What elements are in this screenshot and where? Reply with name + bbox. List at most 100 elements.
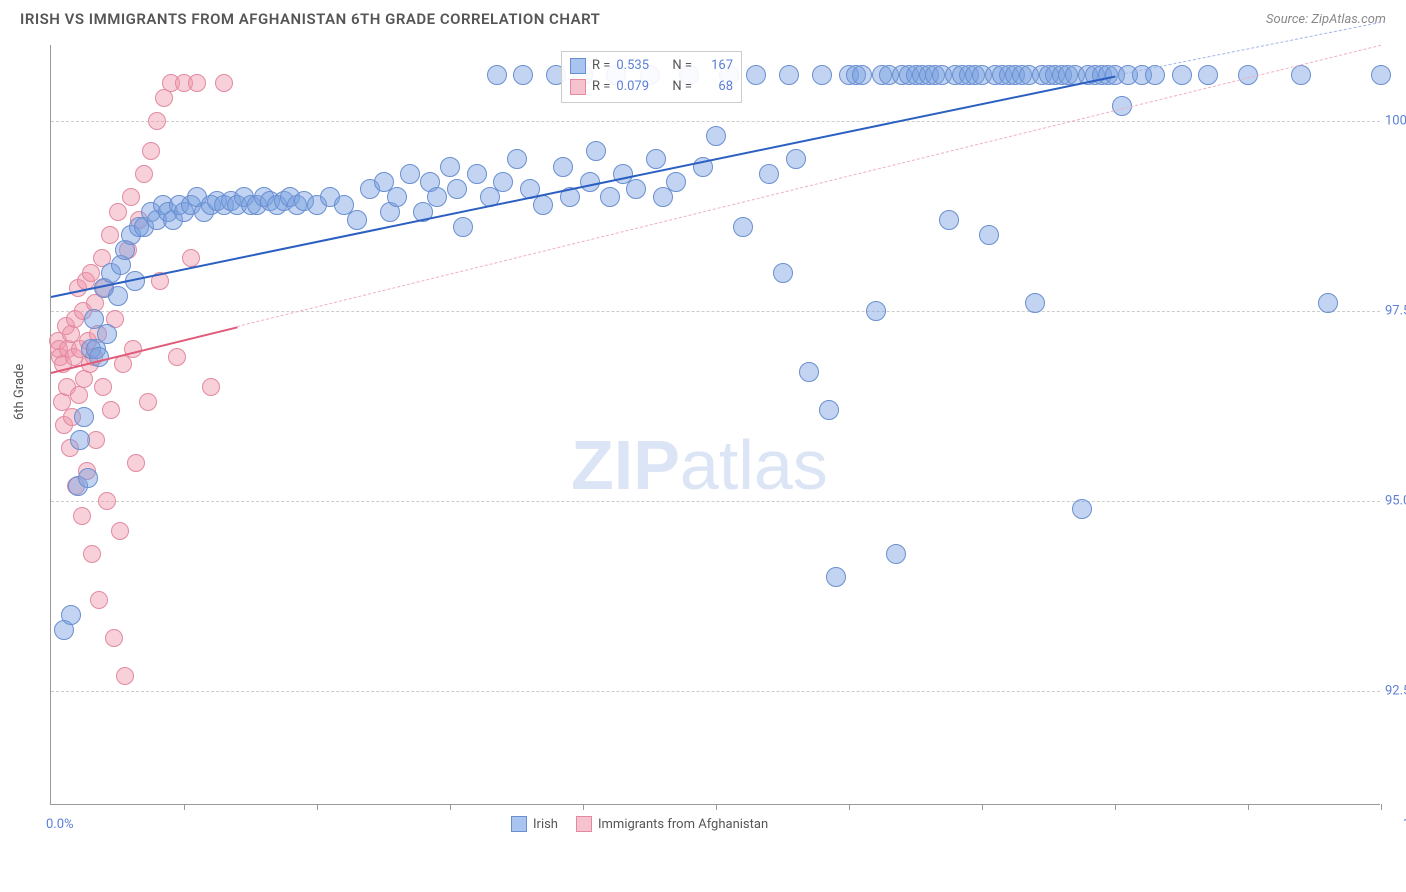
- gridline: [51, 121, 1380, 122]
- scatter-point: [83, 545, 101, 563]
- scatter-point: [799, 362, 819, 382]
- scatter-point: [1172, 65, 1192, 85]
- scatter-point: [1318, 293, 1338, 313]
- legend-r-value: 0.535: [616, 56, 666, 77]
- scatter-point: [116, 667, 134, 685]
- y-tick-label: 92.5%: [1385, 684, 1406, 699]
- scatter-point: [1025, 293, 1045, 313]
- scatter-point: [1291, 65, 1311, 85]
- scatter-point: [90, 591, 108, 609]
- x-tick: [1115, 804, 1116, 810]
- scatter-point: [387, 187, 407, 207]
- scatter-point: [759, 164, 779, 184]
- scatter-point: [440, 157, 460, 177]
- scatter-point: [94, 378, 112, 396]
- y-tick-label: 97.5%: [1385, 304, 1406, 319]
- scatter-point: [427, 187, 447, 207]
- gridline: [51, 311, 1380, 312]
- scatter-point: [866, 301, 886, 321]
- correlation-legend-row: R =0.079N =68: [570, 77, 733, 98]
- series-legend: Irish Immigrants from Afghanistan: [511, 816, 768, 832]
- legend-r-label: R =: [592, 56, 610, 77]
- scatter-point: [109, 203, 127, 221]
- legend-n-label: N =: [672, 77, 692, 98]
- scatter-point: [135, 165, 153, 183]
- scatter-point: [600, 187, 620, 207]
- scatter-point: [819, 400, 839, 420]
- scatter-point: [102, 401, 120, 419]
- scatter-point: [852, 65, 872, 85]
- scatter-point: [533, 195, 553, 215]
- x-tick: [849, 804, 850, 810]
- scatter-point: [400, 164, 420, 184]
- scatter-point: [733, 217, 753, 237]
- scatter-point: [1371, 65, 1391, 85]
- scatter-point: [148, 112, 166, 130]
- legend-r-value: 0.079: [616, 77, 666, 98]
- x-tick: [184, 804, 185, 810]
- scatter-point: [1198, 65, 1218, 85]
- scatter-point: [706, 126, 726, 146]
- scatter-point: [168, 348, 186, 366]
- correlation-legend: R =0.535N =167R =0.079N =68: [561, 51, 742, 103]
- scatter-point: [61, 605, 81, 625]
- scatter-point: [182, 249, 200, 267]
- legend-n-label: N =: [672, 56, 692, 77]
- trend-line: [237, 45, 1381, 327]
- scatter-point: [487, 65, 507, 85]
- gridline: [51, 501, 1380, 502]
- scatter-point: [779, 65, 799, 85]
- chart-title: IRISH VS IMMIGRANTS FROM AFGHANISTAN 6TH…: [20, 10, 600, 28]
- watermark: ZIPatlas: [571, 425, 828, 505]
- scatter-point: [98, 492, 116, 510]
- scatter-point: [666, 172, 686, 192]
- scatter-point: [122, 188, 140, 206]
- scatter-point: [139, 393, 157, 411]
- y-tick-label: 95.0%: [1385, 494, 1406, 509]
- scatter-point: [78, 468, 98, 488]
- scatter-point: [188, 74, 206, 92]
- y-axis-label: 6th Grade: [12, 364, 27, 420]
- scatter-point: [347, 210, 367, 230]
- scatter-point: [215, 74, 233, 92]
- scatter-point: [73, 507, 91, 525]
- scatter-point: [97, 324, 117, 344]
- legend-swatch: [570, 58, 586, 74]
- scatter-point: [786, 149, 806, 169]
- y-tick-label: 100.0%: [1385, 114, 1406, 129]
- legend-n-value: 167: [698, 56, 733, 77]
- x-axis-min-label: 0.0%: [46, 817, 74, 832]
- series-legend-label: Immigrants from Afghanistan: [598, 817, 768, 832]
- scatter-point: [74, 407, 94, 427]
- series-legend-label: Irish: [533, 817, 558, 832]
- scatter-point: [513, 65, 533, 85]
- scatter-point: [101, 226, 119, 244]
- scatter-point: [108, 286, 128, 306]
- x-tick: [583, 804, 584, 810]
- scatter-point: [105, 629, 123, 647]
- scatter-point: [507, 149, 527, 169]
- scatter-point: [202, 378, 220, 396]
- scatter-point: [493, 172, 513, 192]
- scatter-point: [886, 544, 906, 564]
- gridline: [51, 691, 1380, 692]
- legend-n-value: 68: [698, 77, 733, 98]
- scatter-point: [646, 149, 666, 169]
- legend-swatch: [576, 816, 592, 832]
- x-tick: [450, 804, 451, 810]
- scatter-point: [812, 65, 832, 85]
- series-legend-item: Immigrants from Afghanistan: [576, 816, 768, 832]
- scatter-point: [142, 142, 160, 160]
- scatter-point: [979, 225, 999, 245]
- scatter-point: [467, 164, 487, 184]
- series-legend-item: Irish: [511, 816, 558, 832]
- x-tick: [1381, 804, 1382, 810]
- x-tick: [982, 804, 983, 810]
- scatter-point: [826, 567, 846, 587]
- trend-line: [51, 75, 1115, 297]
- scatter-point: [939, 210, 959, 230]
- scatter-point: [626, 179, 646, 199]
- legend-swatch: [511, 816, 527, 832]
- scatter-point: [447, 179, 467, 199]
- header: IRISH VS IMMIGRANTS FROM AFGHANISTAN 6TH…: [0, 0, 1406, 36]
